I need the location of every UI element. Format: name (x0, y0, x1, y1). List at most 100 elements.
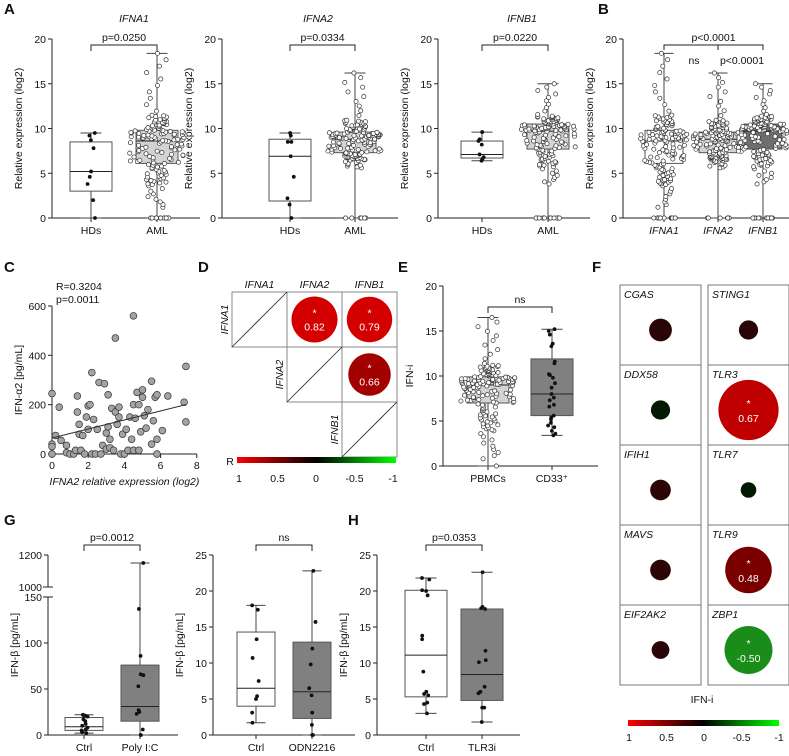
data-point (143, 144, 149, 150)
data-point (654, 155, 660, 161)
data-point (136, 142, 142, 148)
y-axis-label: Relative expression (log2) (399, 68, 411, 189)
data-point (179, 129, 185, 135)
data-point (255, 694, 260, 699)
scatter-point (62, 441, 71, 450)
data-point (669, 186, 675, 192)
scatter-point (144, 405, 152, 414)
data-point (508, 387, 513, 393)
data-point (127, 140, 133, 146)
scatter-point (153, 450, 161, 458)
data-point (424, 689, 429, 694)
data-point (153, 108, 159, 114)
data-point (154, 148, 160, 154)
y-axis-label: IFN-β [pg/mL] (338, 613, 350, 677)
data-point (503, 390, 509, 396)
data-point (666, 108, 672, 114)
significance-label: p=0.0334 (300, 32, 344, 44)
significance-label: p=0.0012 (90, 532, 134, 544)
x-tick-label: 0 (49, 460, 55, 472)
panel-label-a: A (4, 1, 15, 18)
data-point (670, 156, 676, 162)
panel-label-h: H (348, 512, 359, 529)
data-point (740, 123, 746, 129)
gene-label: DDX58 (624, 369, 658, 381)
colorbar-tick-label: 1 (626, 732, 632, 744)
x-tick-label: Ctrl (76, 742, 92, 754)
data-point (168, 144, 174, 150)
data-point (127, 150, 133, 156)
data-point (753, 81, 758, 87)
data-point (351, 70, 357, 76)
scatter-point (122, 425, 130, 434)
data-point (551, 395, 556, 400)
data-point (660, 63, 666, 69)
significance-label: p<0.0001 (720, 55, 764, 67)
box-group-ctrl: Ctrl (236, 603, 276, 754)
data-point (750, 130, 756, 135)
data-point (146, 162, 151, 167)
data-point (552, 327, 557, 332)
panel-f-sensor-correlation: CGAS STING1 DDX58 TLR3 * 0.67 IFIH1 TLR7 MAVS TLR… (619, 284, 789, 744)
y-tick-label: 10 (195, 658, 207, 670)
data-point (351, 142, 357, 148)
data-point (148, 188, 154, 194)
correlation-circle (740, 482, 757, 498)
data-point (551, 433, 556, 438)
colorbar-tick-label: 0.5 (659, 732, 674, 744)
box-group-aml: AML (127, 50, 187, 237)
box-group-aml: AML (325, 70, 384, 237)
data-point (503, 374, 509, 380)
data-point (512, 375, 518, 381)
data-point (769, 114, 774, 119)
y-tick-label: 20 (605, 34, 617, 46)
x-tick-label: 8 (194, 460, 200, 472)
data-point (177, 146, 183, 152)
data-point (537, 162, 542, 168)
data-point (767, 158, 773, 163)
data-point (291, 174, 296, 179)
data-point (657, 95, 663, 101)
data-point (92, 131, 97, 135)
data-point (691, 142, 697, 148)
data-point (343, 136, 349, 141)
data-point (137, 710, 142, 714)
scatter-point (97, 450, 105, 458)
data-point (565, 121, 571, 127)
correlation-circle (738, 320, 759, 340)
data-point (648, 154, 654, 160)
data-point (492, 388, 498, 394)
data-point (285, 140, 290, 144)
gene-label: TLR3 (712, 369, 738, 381)
box-group-hds: HDs (268, 131, 312, 237)
chart-title: IFNB1 (507, 13, 537, 25)
data-point (137, 157, 143, 163)
data-point (136, 130, 142, 136)
data-point (288, 133, 293, 138)
data-point (553, 381, 557, 386)
data-point (145, 125, 151, 131)
y-tick-label: 25 (359, 550, 371, 562)
data-point (376, 146, 382, 152)
axis-break-mark (43, 586, 53, 598)
data-point (493, 463, 499, 469)
panel-label-g: G (4, 512, 16, 529)
data-point (551, 375, 555, 380)
y-tick-label: 20 (420, 34, 432, 46)
data-point (149, 123, 155, 129)
data-point (721, 108, 727, 114)
gene-cell-zbp1: ZBP1 * -0.50 (707, 604, 789, 686)
x-tick-label: CD33⁺ (536, 473, 569, 485)
data-point (550, 135, 556, 141)
data-point (553, 143, 559, 149)
data-point (707, 163, 713, 169)
gene-cell-tlr3: TLR3 * 0.67 (707, 364, 789, 446)
data-point (669, 112, 675, 118)
data-point (482, 356, 488, 362)
data-point (763, 177, 769, 183)
data-point (175, 159, 181, 165)
data-point (544, 84, 550, 90)
data-point (326, 143, 332, 149)
data-point (552, 425, 557, 430)
colorbar-tick-label: -1 (774, 732, 783, 744)
